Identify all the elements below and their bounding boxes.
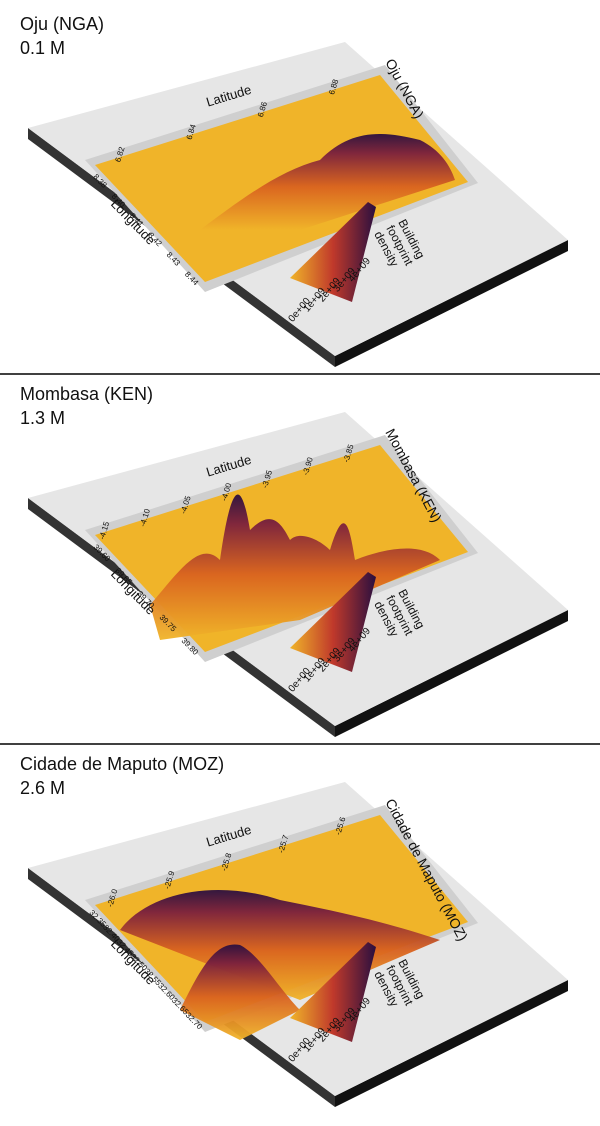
panel: Mombasa (KEN)1.3 M-4.15-4.10-4.05-4.00-3… (0, 373, 600, 737)
legend-ramp (290, 942, 376, 1042)
panel-population: 0.1 M (20, 38, 65, 58)
density-surface (180, 944, 300, 1040)
panel-title: Cidade de Maputo (MOZ) (20, 754, 224, 774)
panel-title: Oju (NGA) (20, 14, 104, 34)
slab-side (335, 980, 568, 1107)
density-surface (200, 134, 455, 230)
panel-population: 1.3 M (20, 408, 65, 428)
panel-title: Mombasa (KEN) (20, 384, 153, 404)
slab-side (335, 240, 568, 367)
legend-ramp (290, 572, 376, 672)
panel: Cidade de Maputo (MOZ)2.6 M-26.0-25.9-25… (0, 743, 600, 1107)
panel: Oju (NGA)0.1 M6.826.846.866.88Latitude8.… (20, 14, 568, 367)
legend-ramp (290, 202, 376, 302)
slab-side (335, 610, 568, 737)
density-surface (150, 494, 440, 640)
panel-population: 2.6 M (20, 778, 65, 798)
